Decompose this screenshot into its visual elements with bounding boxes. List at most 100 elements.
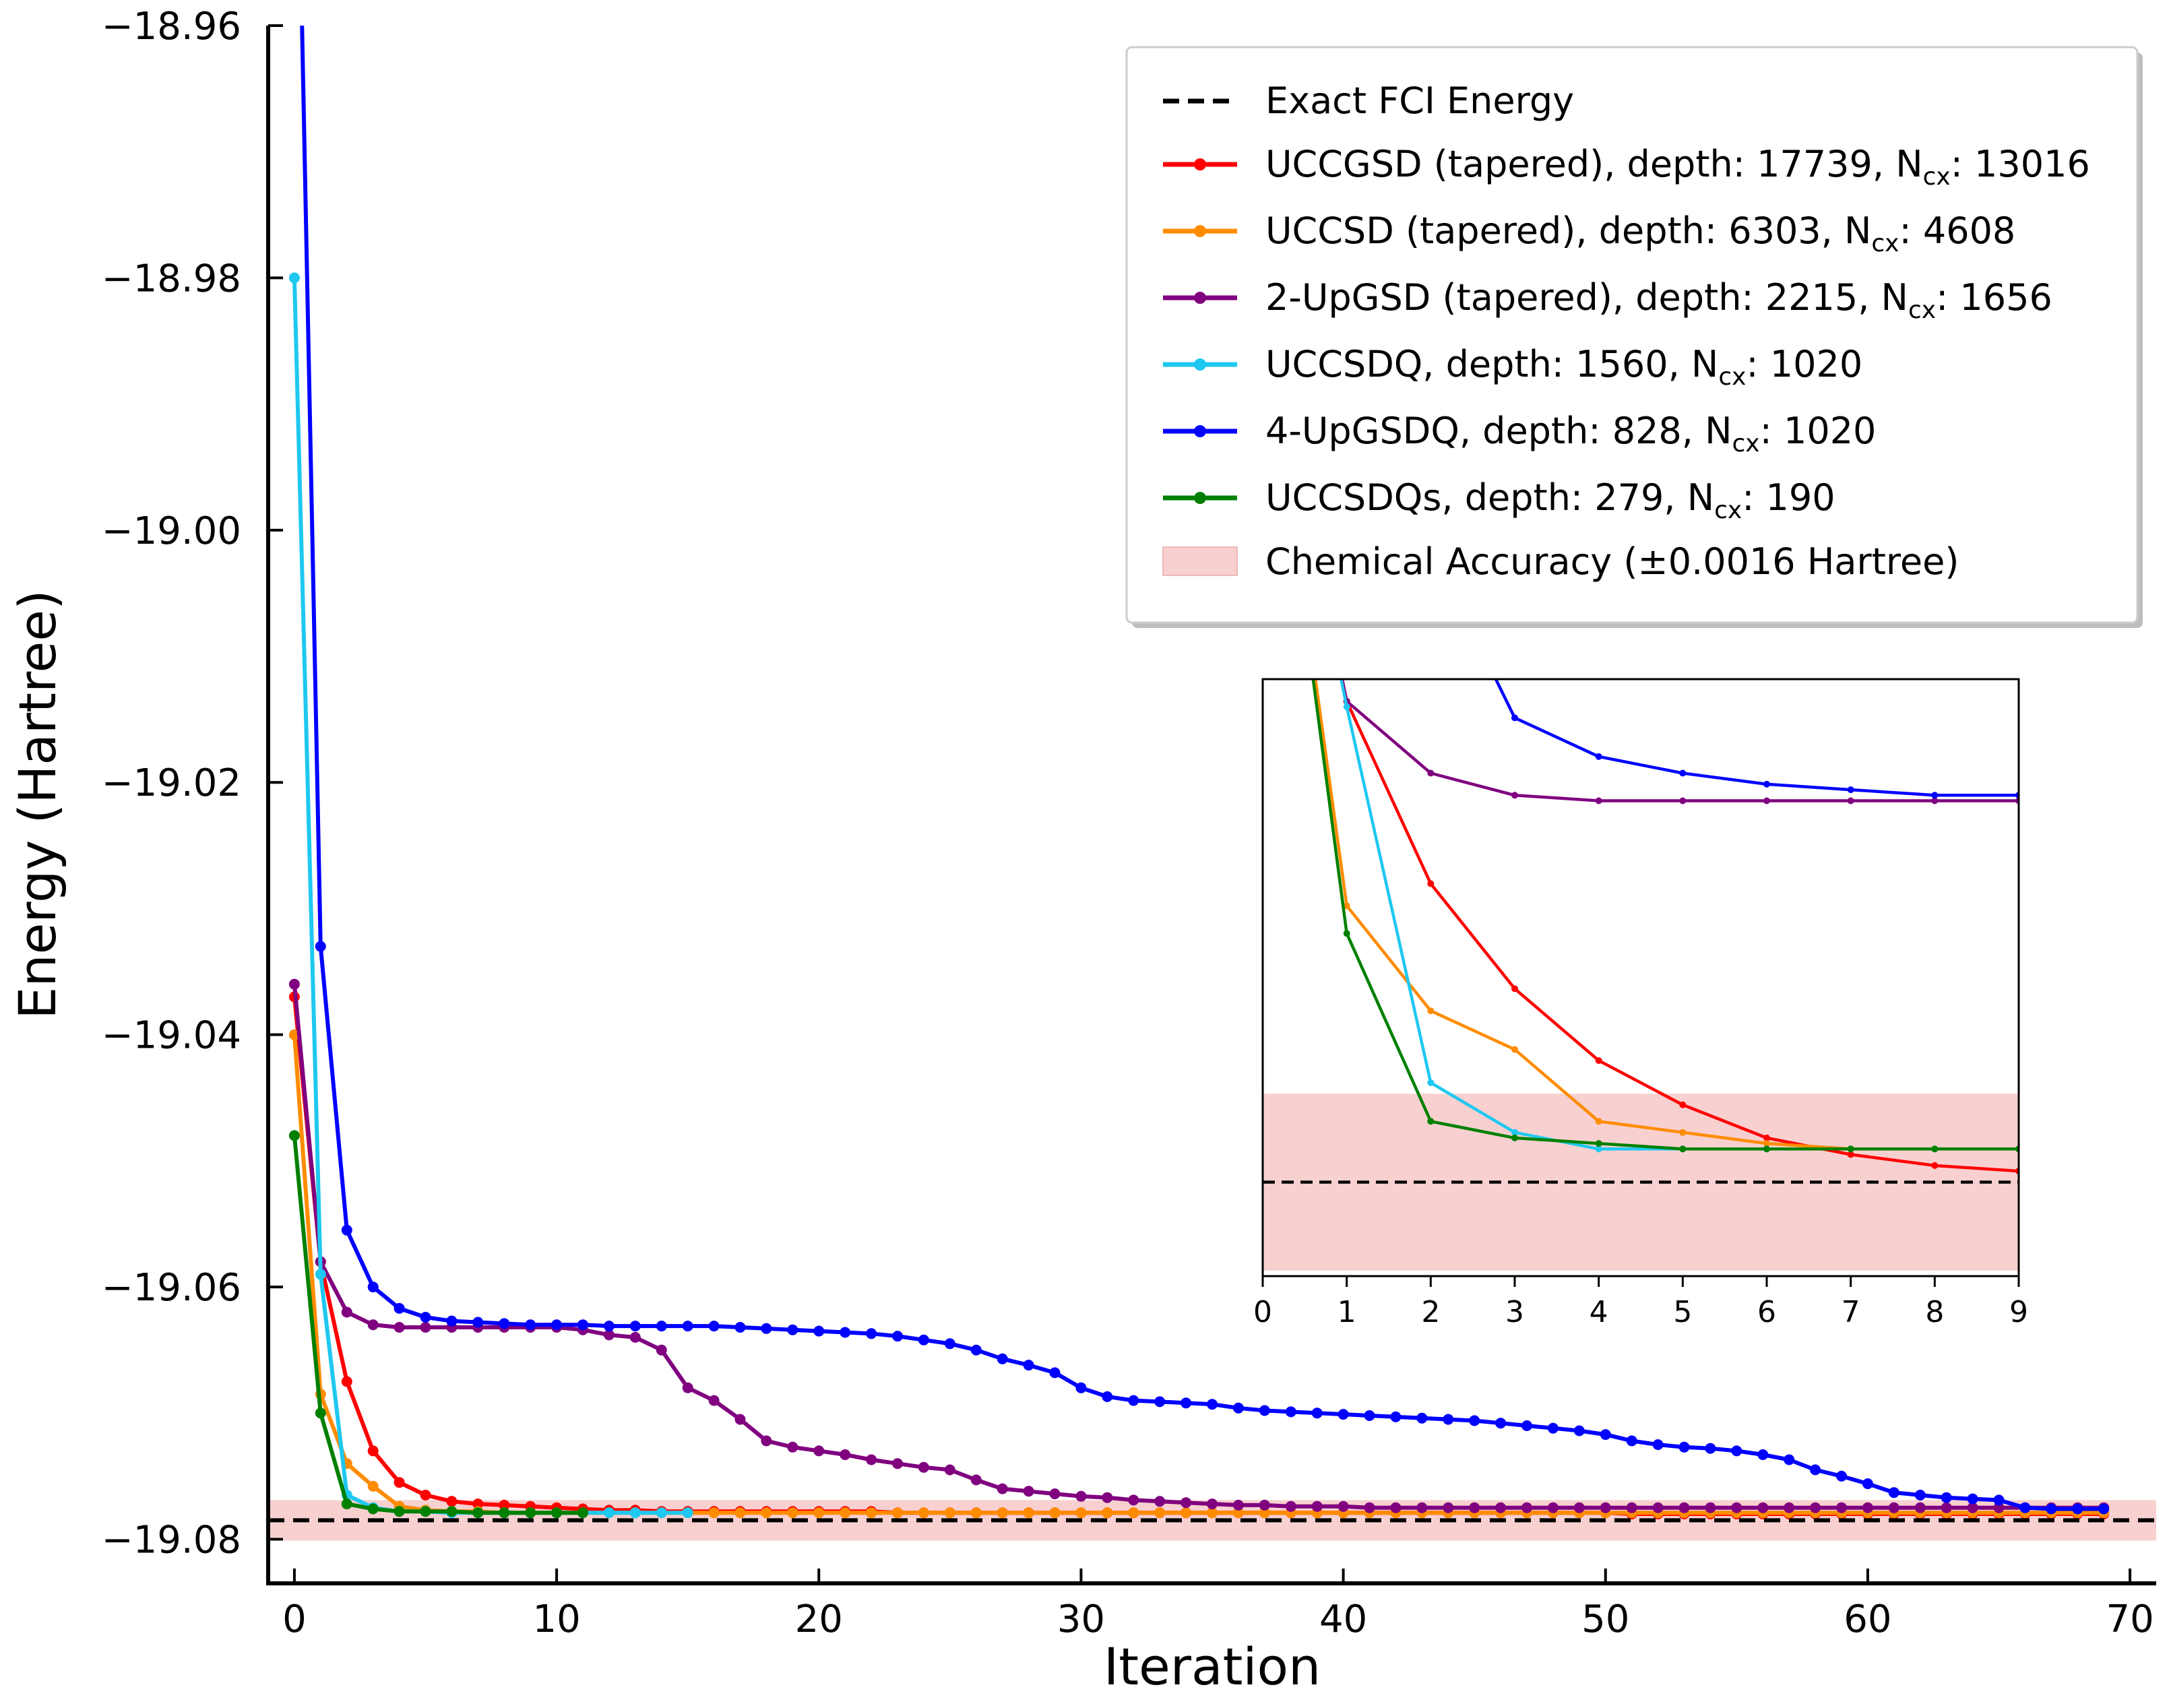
main-axes [266,26,2156,1585]
point-upgsdq4-53 [1678,1441,1690,1453]
series-uccsdqs [288,1130,588,1519]
point-uccgsd-2 [341,1376,352,1387]
point-uccsd-23 [892,1507,903,1519]
point-upgsdq4-10 [551,1319,563,1331]
point-uccsd-25 [944,1507,955,1519]
point-uccgsd-4 [394,1477,405,1488]
point-upgsdq4-35 [1207,1399,1218,1410]
series-line-upgsdq4 [300,26,2104,1511]
legend-label-upgsdq4: 4-UpGSDQ, depth: 828, Ncx: 1020 [1265,410,1876,457]
point-upgsd2-21 [840,1449,851,1460]
point-upgsd2-61 [1888,1502,1899,1513]
point-upgsd2-58 [1810,1502,1821,1513]
point-upgsd2-28 [1023,1486,1034,1497]
point-upgsd2-65 [1993,1502,2005,1513]
point-upgsd2-49 [1573,1502,1585,1513]
point-upgsdq4-32 [1128,1395,1139,1406]
point-uccsdqs-7 [472,1507,484,1519]
legend-swatch-accuracy [1162,546,1238,576]
point-uccgsd-8 [499,1499,510,1511]
inset-point-uccsdqs-7 [1847,1145,1854,1153]
point-uccsd-26 [970,1507,982,1519]
inset-point-upgsdq4-5 [1679,769,1687,777]
inset-line-upgsd2 [1340,679,2019,802]
point-upgsdq4-52 [1652,1439,1664,1451]
point-upgsd2-17 [734,1414,746,1425]
legend-label-uccsdqs: UCCSDQs, depth: 279, Ncx: 190 [1265,476,1835,524]
point-uccsd-3 [367,1480,379,1492]
point-upgsd2-42 [1390,1502,1402,1513]
point-upgsdq4-61 [1888,1487,1899,1498]
point-upgsd2-48 [1547,1502,1559,1513]
point-uccsd-27 [997,1507,1008,1519]
point-upgsdq4-41 [1364,1410,1375,1421]
inset-series-upgsd2 [1340,679,2019,804]
inset-point-uccsdqs-6 [1763,1145,1770,1153]
series-uccsdq [288,272,693,1519]
inset-point-uccsdq-3 [1511,1129,1518,1136]
inset-series-uccgsd [1340,679,2019,1175]
point-uccsdqs-11 [577,1507,588,1519]
inset-point-upgsdq4-7 [1847,786,1854,794]
point-upgsd2-24 [918,1461,929,1473]
point-upgsdq4-16 [708,1321,720,1332]
point-uccgsd-6 [446,1496,458,1507]
legend-entry-uccgsd: UCCGSD (tapered), depth: 17739, Ncx: 130… [1163,143,2090,191]
point-uccgsd-5 [420,1490,431,1500]
point-upgsdq4-56 [1757,1449,1769,1460]
inset-line-upgsdq4 [1494,679,2019,797]
point-upgsdq4-2 [341,1224,352,1236]
point-upgsd2-37 [1259,1499,1270,1511]
point-uccsdqs-10 [551,1507,563,1519]
point-upgsd2-2 [341,1306,352,1318]
legend-entry-accuracy: Chemical Accuracy (±0.0016 Hartree) [1162,540,1959,583]
point-upgsdq4-63 [1941,1492,1952,1503]
main-ticks: 0 10 20 30 40 50 60 70−18.96−18.98−19.00−19.02−… [102,5,2154,1641]
inset-ticks: 0 1 2 3 4 5 6 7 8 9 [1253,1276,2028,1329]
inset-point-upgsd2-3 [1511,792,1518,799]
legend-series-entries: UCCGSD (tapered), depth: 17739, Ncx: 130… [1163,143,2090,524]
inset-point-uccsd-5 [1679,1129,1687,1136]
point-upgsdq4-31 [1102,1391,1113,1402]
main-series-lines [288,26,2110,1519]
point-uccsd-24 [918,1507,929,1519]
legend-label-accuracy: Chemical Accuracy (±0.0016 Hartree) [1265,540,1959,583]
point-uccgsd-7 [472,1498,484,1510]
point-upgsd2-60 [1862,1502,1873,1513]
inset-point-uccsdqs-4 [1595,1140,1602,1147]
legend-entry-upgsd2: 2-UpGSD (tapered), depth: 2215, Ncx: 165… [1163,276,2052,324]
point-upgsd2-25 [944,1464,955,1476]
inset-point-upgsdq4-6 [1763,780,1770,788]
series-upgsdq4 [300,26,2110,1515]
point-upgsdq4-14 [656,1321,667,1332]
point-uccsdq-0 [288,272,300,284]
point-upgsd2-22 [866,1454,877,1465]
legend-swatch-marker-uccsdqs [1194,492,1206,504]
point-uccsd-36 [1232,1507,1244,1519]
point-upgsdq4-25 [944,1338,955,1350]
inset-point-uccsdq-1 [1343,703,1350,710]
legend-entry-uccsd: UCCSD (tapered), depth: 6303, Ncx: 4608 [1163,210,2015,257]
inset-point-uccsd-3 [1511,1046,1518,1053]
point-upgsd2-38 [1285,1500,1296,1512]
inset-point-uccsdqs-8 [1931,1145,1939,1153]
point-upgsdq4-27 [997,1353,1008,1364]
point-upgsdq4-66 [2019,1502,2031,1513]
inset-point-uccsd-2 [1427,1007,1435,1015]
point-upgsd2-41 [1364,1502,1375,1513]
point-upgsdq4-34 [1181,1397,1192,1409]
inset-point-uccsd-4 [1595,1118,1602,1125]
inset-line-uccgsd [1340,679,2019,1173]
inset-series-lines [1311,679,2019,1175]
point-uccsdqs-6 [446,1506,458,1517]
point-upgsd2-20 [813,1445,825,1457]
point-upgsd2-13 [629,1331,641,1343]
point-upgsdq4-49 [1573,1425,1585,1436]
inset-point-upgsdq4-4 [1595,753,1602,760]
point-uccsd-33 [1154,1507,1166,1519]
main-plot: 0 10 20 30 40 50 60 70−18.96−18.98−19.00−19.02−… [7,5,2156,1697]
inset-x-tick-label-7: 7 [1842,1295,1860,1329]
point-upgsdq4-20 [813,1325,825,1337]
point-uccsd-22 [866,1507,877,1519]
x-tick-label-50: 50 [1581,1598,1629,1641]
